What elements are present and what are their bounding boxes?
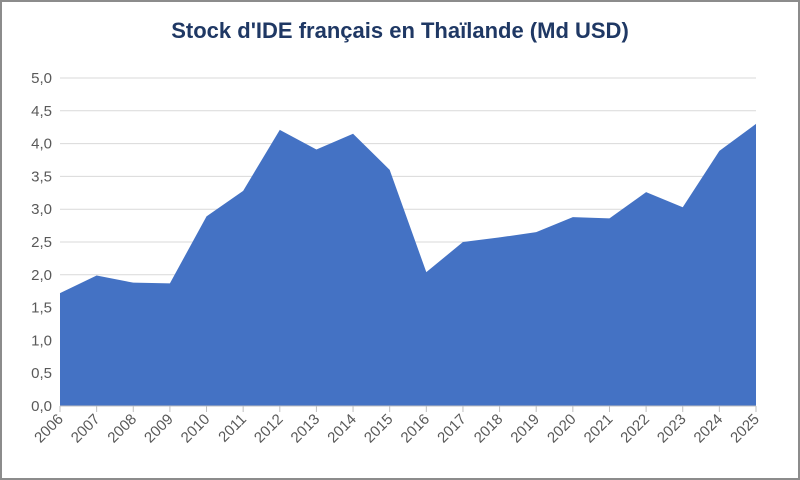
x-tick-label: 2023 (654, 411, 690, 447)
x-tick-label: 2013 (288, 411, 324, 447)
x-tick-label: 2015 (361, 411, 397, 447)
chart-title: Stock d'IDE français en Thaïlande (Md US… (171, 18, 629, 43)
y-tick-label: 2,5 (31, 234, 52, 251)
x-tick-label: 2022 (617, 411, 653, 447)
x-tick-label: 2007 (68, 411, 104, 447)
y-tick-label: 0,0 (31, 398, 52, 415)
x-tick-label: 2009 (141, 411, 177, 447)
x-tick-label: 2011 (215, 411, 250, 446)
y-tick-label: 2,0 (31, 267, 52, 284)
x-tick-label: 2018 (471, 411, 507, 447)
y-tick-label: 1,5 (31, 300, 52, 317)
y-tick-label: 5,0 (31, 70, 52, 87)
y-tick-label: 3,5 (31, 168, 52, 185)
x-tick-label: 2019 (507, 411, 543, 447)
x-tick-label: 2012 (251, 411, 287, 447)
x-tick-label: 2014 (324, 411, 360, 447)
y-tick-label: 4,0 (31, 136, 52, 153)
x-tick-label: 2006 (31, 411, 67, 447)
x-tick-label: 2025 (727, 411, 763, 447)
y-tick-label: 4,5 (31, 103, 52, 120)
x-tick-label: 2021 (581, 411, 617, 447)
axes (59, 405, 757, 412)
y-tick-label: 1,0 (31, 332, 52, 349)
x-tick-labels: 2006 2007 2008 2009 2010 2011 2012 2013 2014 2015… (31, 411, 763, 447)
x-tick-label: 2016 (398, 411, 434, 447)
y-tick-labels: 0,0 0,5 1,0 1,5 2,0 2,5 3,0 3,5 4,0 4,5 5,0 (31, 70, 52, 415)
x-tick-label: 2017 (434, 411, 470, 447)
x-tick-label: 2008 (104, 411, 140, 447)
y-tick-label: 3,0 (31, 201, 52, 218)
x-tick-label: 2020 (544, 411, 580, 447)
y-tick-label: 0,5 (31, 365, 52, 382)
area-fill (60, 123, 756, 407)
x-tick-label: 2010 (178, 411, 214, 447)
area-series (59, 123, 757, 407)
x-tick-label: 2024 (691, 411, 727, 447)
